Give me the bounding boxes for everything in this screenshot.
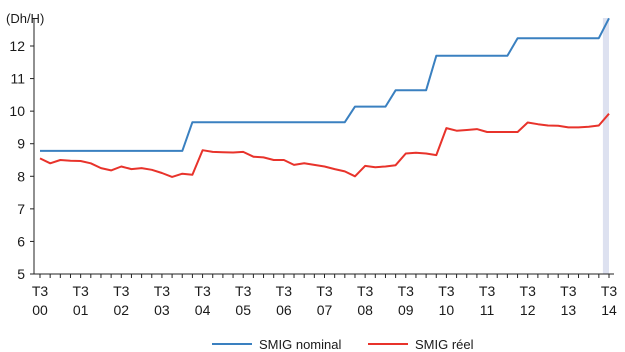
x-tick-label: T3 04 — [194, 283, 211, 318]
axes — [33, 18, 614, 275]
x-tick-label: T3 14 — [601, 283, 618, 318]
x-axis-ticks: T3 00 T3 01 T3 02 T3 03 T3 04 T3 05 T3 06 T3 07 T3 08 T3 09… — [32, 274, 618, 318]
x-tick-label: T3 07 — [316, 283, 333, 318]
y-axis-ticks: 5 6 7 8 9 10 11 12 — [9, 38, 34, 282]
y-tick-label: 11 — [10, 71, 25, 87]
series-lines — [39, 17, 610, 178]
y-tick-label: 9 — [17, 136, 25, 152]
x-tick-label: T3 10 — [438, 283, 455, 318]
x-tick-label: T3 05 — [235, 283, 252, 318]
y-tick-label: 8 — [17, 168, 25, 184]
x-tick-label: T3 13 — [560, 283, 577, 318]
y-tick-label: 5 — [17, 266, 25, 282]
x-tick-label: T3 01 — [72, 283, 89, 318]
x-tick-label: T3 02 — [113, 283, 130, 318]
x-tick-label: T3 12 — [520, 283, 537, 318]
y-axis-unit-label: (Dh/H) — [6, 11, 44, 26]
legend-label: SMIG réel — [415, 337, 474, 352]
legend-label: SMIG nominal — [259, 337, 341, 352]
x-tick-label: T3 11 — [479, 283, 496, 318]
x-tick-label: T3 06 — [276, 283, 293, 318]
y-tick-label: 7 — [17, 201, 25, 217]
x-tick-label: T3 08 — [357, 283, 374, 318]
y-tick-label: 12 — [9, 38, 25, 54]
x-tick-label: T3 09 — [398, 283, 415, 318]
shaded-period-layer — [602, 18, 609, 274]
x-tick-label: T3 00 — [32, 283, 49, 318]
y-tick-label: 6 — [17, 233, 25, 249]
shaded-period — [602, 18, 609, 274]
legend: SMIG nominal SMIG réel — [212, 337, 474, 352]
series-line-reel — [39, 113, 610, 178]
series-line-nominal — [40, 17, 610, 152]
y-tick-label: 10 — [9, 103, 25, 119]
x-tick-label: T3 03 — [154, 283, 171, 318]
